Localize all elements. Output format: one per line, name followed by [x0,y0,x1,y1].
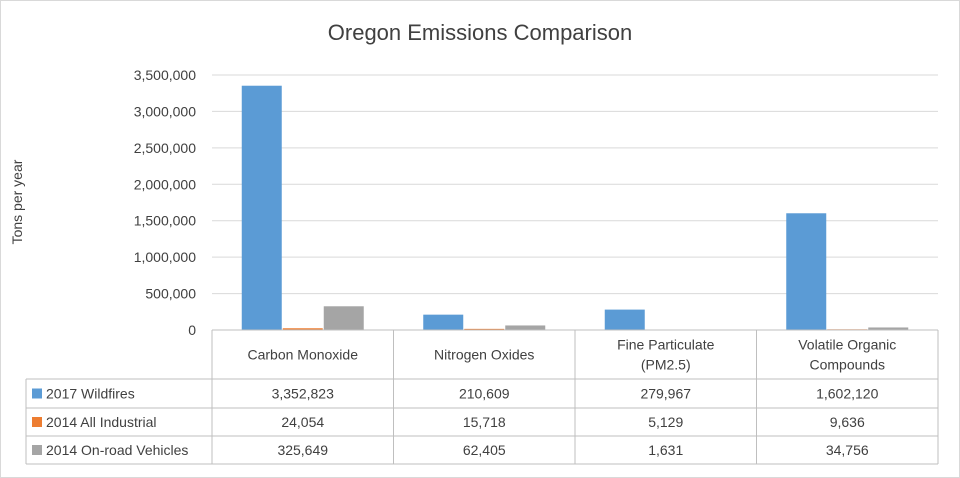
chart-title: Oregon Emissions Comparison [328,20,632,45]
x-category-label: Carbon Monoxide [247,347,358,363]
y-tick-label: 3,500,000 [134,67,196,83]
y-tick-label: 1,500,000 [134,213,196,229]
x-category-label: Volatile Organic [798,337,896,353]
data-table-value: 15,718 [463,414,506,430]
legend-series-name: 2017 Wildfires [46,386,135,402]
bar [604,309,645,330]
y-tick-label: 0 [188,322,196,338]
y-tick-label: 2,500,000 [134,140,196,156]
x-category-label: Compounds [810,357,886,373]
bar [241,85,282,330]
x-category-label: Nitrogen Oxides [434,347,534,363]
data-table-value: 62,405 [463,442,506,458]
legend-series-name: 2014 On-road Vehicles [46,442,188,458]
bar [786,213,827,330]
bar [423,314,464,330]
y-tick-label: 500,000 [145,286,196,302]
data-table-value: 9,636 [830,414,865,430]
y-tick-label: 3,000,000 [134,103,196,119]
legend-swatch [32,417,42,427]
y-tick-label: 1,000,000 [134,249,196,265]
bar [323,306,364,330]
bar [464,328,505,330]
x-category-label: Fine Particulate [617,337,714,353]
legend-series-name: 2014 All Industrial [46,414,157,430]
data-table-value: 3,352,823 [272,386,334,402]
data-table-value: 1,631 [648,442,683,458]
data-table-value: 5,129 [648,414,683,430]
bar [868,327,909,330]
legend-swatch [32,388,42,399]
data-table-value: 210,609 [459,386,510,402]
data-table-value: 24,054 [281,414,324,430]
data-table-value: 279,967 [640,386,691,402]
data-table-value: 325,649 [277,442,328,458]
data-table-value: 1,602,120 [816,386,878,402]
y-axis-label: Tons per year [9,159,25,244]
bar [282,328,323,330]
legend-swatch [32,445,42,455]
y-tick-label: 2,000,000 [134,176,196,192]
bar [505,325,546,330]
x-category-label: (PM2.5) [641,357,691,373]
data-table-value: 34,756 [826,442,869,458]
